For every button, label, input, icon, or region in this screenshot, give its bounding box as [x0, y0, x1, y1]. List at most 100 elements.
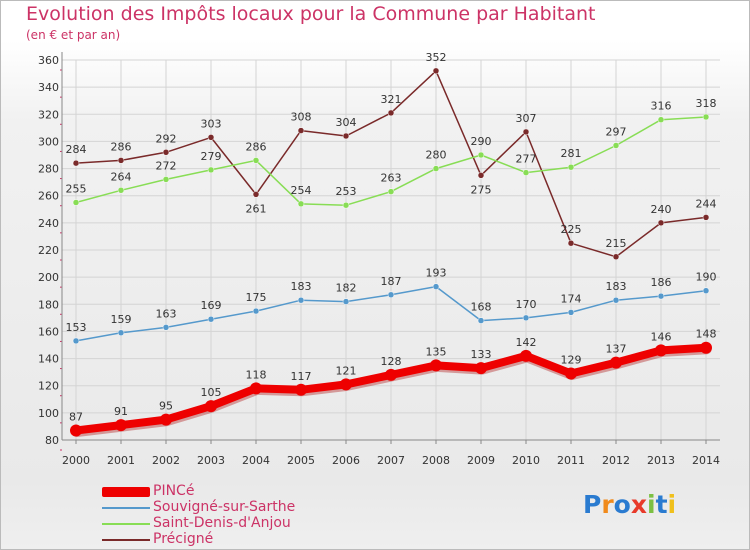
logo-letter: t: [655, 490, 668, 519]
y-tick-label: 280: [38, 163, 59, 176]
data-label-precigne-2003: 303: [201, 117, 222, 130]
point-saint-denis-2004: [252, 157, 260, 164]
data-label-pince-2006: 121: [336, 364, 357, 377]
x-tick-label: 2011: [557, 454, 585, 467]
legend-label-precigne: Précigné: [153, 531, 214, 547]
point-pince-2011: [565, 367, 577, 380]
point-precigne-2008: [432, 67, 440, 75]
y-tick-label: 160: [38, 325, 59, 338]
logo-letter: i: [667, 490, 677, 519]
y-tick-label: 300: [38, 135, 59, 148]
legend-swatch-precigne: [102, 539, 150, 541]
point-pince-2000: [70, 424, 82, 437]
data-label-pince-2003: 105: [201, 386, 222, 399]
data-label-souvigne-2009: 168: [471, 301, 492, 314]
point-precigne-2001: [117, 157, 125, 164]
point-pince-2009: [475, 362, 487, 375]
point-pince-2010: [520, 349, 532, 362]
legend-swatch-pince: [102, 487, 150, 497]
legend-label-souvigne: Souvigné-sur-Sarthe: [153, 499, 296, 515]
x-tick-label: 2007: [377, 454, 405, 467]
data-label-pince-2004: 118: [246, 368, 267, 381]
point-souvigne-2000: [72, 337, 80, 345]
y-tick-label: 140: [38, 353, 59, 366]
point-saint-denis-2002: [162, 176, 170, 183]
point-precigne-2002: [162, 149, 170, 156]
legend-swatch-souvigne: [102, 507, 150, 509]
point-souvigne-2009: [477, 317, 485, 324]
point-souvigne-2011: [567, 309, 575, 316]
logo-letter: x: [630, 490, 647, 519]
data-label-pince-2012: 137: [606, 343, 627, 356]
data-label-souvigne-2004: 175: [246, 291, 267, 304]
data-label-pince-2008: 135: [426, 345, 447, 358]
point-souvigne-2005: [297, 296, 305, 304]
data-label-pince-2007: 128: [381, 355, 402, 368]
data-label-precigne-2008: 352: [426, 51, 447, 64]
data-label-souvigne-2005: 183: [291, 280, 312, 293]
data-label-precigne-2013: 240: [651, 203, 672, 216]
axes: 80 100 120 140 160 180 200 220 240 260 280 300 320 34…: [38, 52, 720, 467]
data-label-saint-denis-2006: 253: [336, 185, 357, 198]
data-label-souvigne-2003: 169: [201, 299, 222, 312]
data-label-saint-denis-2011: 281: [561, 147, 582, 160]
point-pince-2014: [700, 341, 712, 354]
data-label-pince-2002: 95: [159, 400, 173, 413]
chart-title: Evolution des Impôts locaux pour la Comm…: [26, 3, 596, 25]
point-pince-2008: [430, 359, 442, 372]
data-label-saint-denis-2005: 254: [291, 184, 312, 197]
point-saint-denis-2012: [612, 142, 620, 149]
chart-subtitle: (en € et par an): [26, 28, 121, 42]
data-label-souvigne-2000: 153: [66, 321, 87, 334]
point-saint-denis-2006: [342, 201, 350, 209]
x-tick-label: 2008: [422, 454, 450, 467]
x-tick-label: 2005: [287, 454, 315, 467]
data-label-pince-2013: 146: [651, 330, 672, 343]
point-souvigne-2013: [657, 292, 665, 300]
data-label-saint-denis-2001: 264: [111, 170, 132, 183]
data-label-precigne-2000: 284: [66, 143, 87, 156]
point-saint-denis-2001: [117, 187, 125, 194]
data-label-souvigne-2011: 174: [561, 292, 582, 305]
logo-letter: P: [583, 490, 602, 519]
point-pince-2004: [250, 382, 262, 395]
point-precigne-2005: [297, 127, 305, 134]
point-saint-denis-2008: [432, 165, 440, 172]
point-saint-denis-2005: [297, 200, 305, 208]
point-saint-denis-2000: [72, 199, 80, 206]
data-label-precigne-2010: 307: [516, 112, 537, 125]
x-tick-label: 2009: [467, 454, 495, 467]
point-souvigne-2014: [702, 287, 710, 294]
point-souvigne-2006: [342, 298, 350, 305]
y-tick-label: 360: [38, 54, 59, 67]
data-label-saint-denis-2002: 272: [156, 159, 177, 172]
point-pince-2013: [655, 344, 667, 357]
point-pince-2001: [115, 419, 127, 432]
point-pince-2005: [295, 383, 307, 396]
grid-lines: [62, 59, 720, 441]
y-tick-label: 80: [45, 434, 59, 447]
point-precigne-2011: [567, 239, 575, 247]
data-label-precigne-2007: 321: [381, 93, 402, 106]
series-lines: [70, 67, 712, 437]
point-saint-denis-2010: [522, 169, 530, 176]
point-pince-2002: [160, 413, 172, 426]
y-tick-label: 200: [38, 271, 59, 284]
point-pince-2003: [205, 400, 217, 413]
point-souvigne-2003: [207, 315, 215, 323]
data-label-souvigne-2010: 170: [516, 298, 537, 311]
point-precigne-2000: [72, 159, 80, 167]
point-saint-denis-2009: [477, 151, 485, 159]
data-label-souvigne-2008: 193: [426, 267, 447, 280]
point-pince-2007: [385, 368, 397, 381]
point-precigne-2010: [522, 128, 530, 136]
data-label-precigne-2002: 292: [156, 132, 177, 145]
data-label-souvigne-2013: 186: [651, 276, 672, 289]
point-saint-denis-2011: [567, 163, 575, 171]
y-tick-label: 100: [38, 407, 59, 420]
data-label-saint-denis-2010: 277: [516, 153, 537, 166]
point-souvigne-2004: [252, 307, 260, 315]
data-label-saint-denis-2013: 316: [651, 100, 672, 113]
